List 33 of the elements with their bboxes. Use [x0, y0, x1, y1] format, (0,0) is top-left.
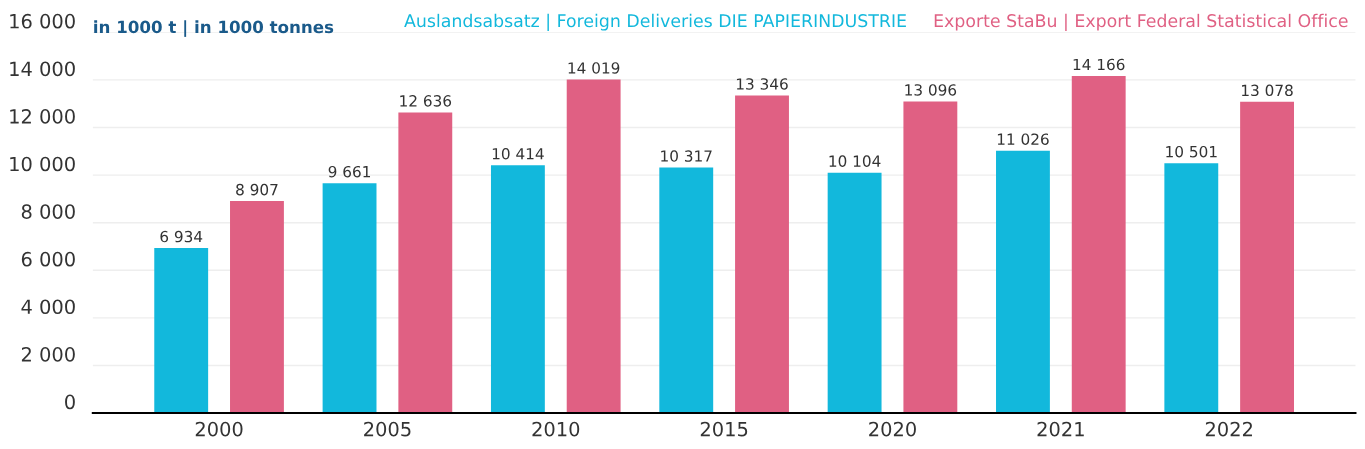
x-tick-label: 2000	[195, 421, 243, 437]
x-tick-label: 2020	[869, 421, 916, 437]
y-tick-label: 8 000	[21, 204, 75, 219]
y-tick-label: 14 000	[10, 61, 75, 77]
data-label: 10 501	[1166, 145, 1217, 158]
data-label: 10 414	[492, 147, 544, 160]
y-tick-label: 10 000	[10, 156, 75, 172]
y-axis-title: in 1000 t | in 1000 tonnes	[94, 20, 334, 37]
data-label: 8 907	[236, 183, 278, 196]
y-tick-label: 4 000	[21, 299, 75, 315]
data-label: 14 166	[1073, 58, 1125, 71]
data-label: 9 661	[328, 165, 371, 178]
data-label: 11 026	[997, 133, 1049, 145]
x-tick-label: 2021	[1037, 421, 1084, 437]
x-tick-label: 2022	[1205, 421, 1252, 437]
data-label: 10 104	[829, 155, 881, 167]
y-tick-label: 16 000	[10, 13, 75, 29]
x-tick-label: 2005	[364, 421, 411, 437]
y-tick-label: 6 000	[21, 251, 75, 267]
data-label: 10 317	[661, 150, 712, 162]
data-label: 13 078	[1242, 84, 1293, 97]
text: Exporte StaBu | Export Federal Statistical Office	[934, 13, 1348, 32]
data-label: 14 019	[568, 62, 620, 74]
y-tick-label: 12 000	[10, 109, 75, 124]
y-tick-label: 0	[65, 394, 75, 410]
data-label: 13 346	[736, 78, 788, 90]
x-tick-label: 2015	[700, 421, 748, 437]
text: Auslandsabsatz | Foreign Deliveries DIE PAPIERINDUSTRIE	[404, 13, 906, 32]
data-label: 12 636	[400, 95, 452, 107]
data-label: 6 934	[160, 230, 203, 243]
data-label: 13 096	[905, 84, 957, 96]
x-tick-label: 2010	[532, 421, 580, 437]
y-tick-label: 2 000	[21, 347, 75, 362]
